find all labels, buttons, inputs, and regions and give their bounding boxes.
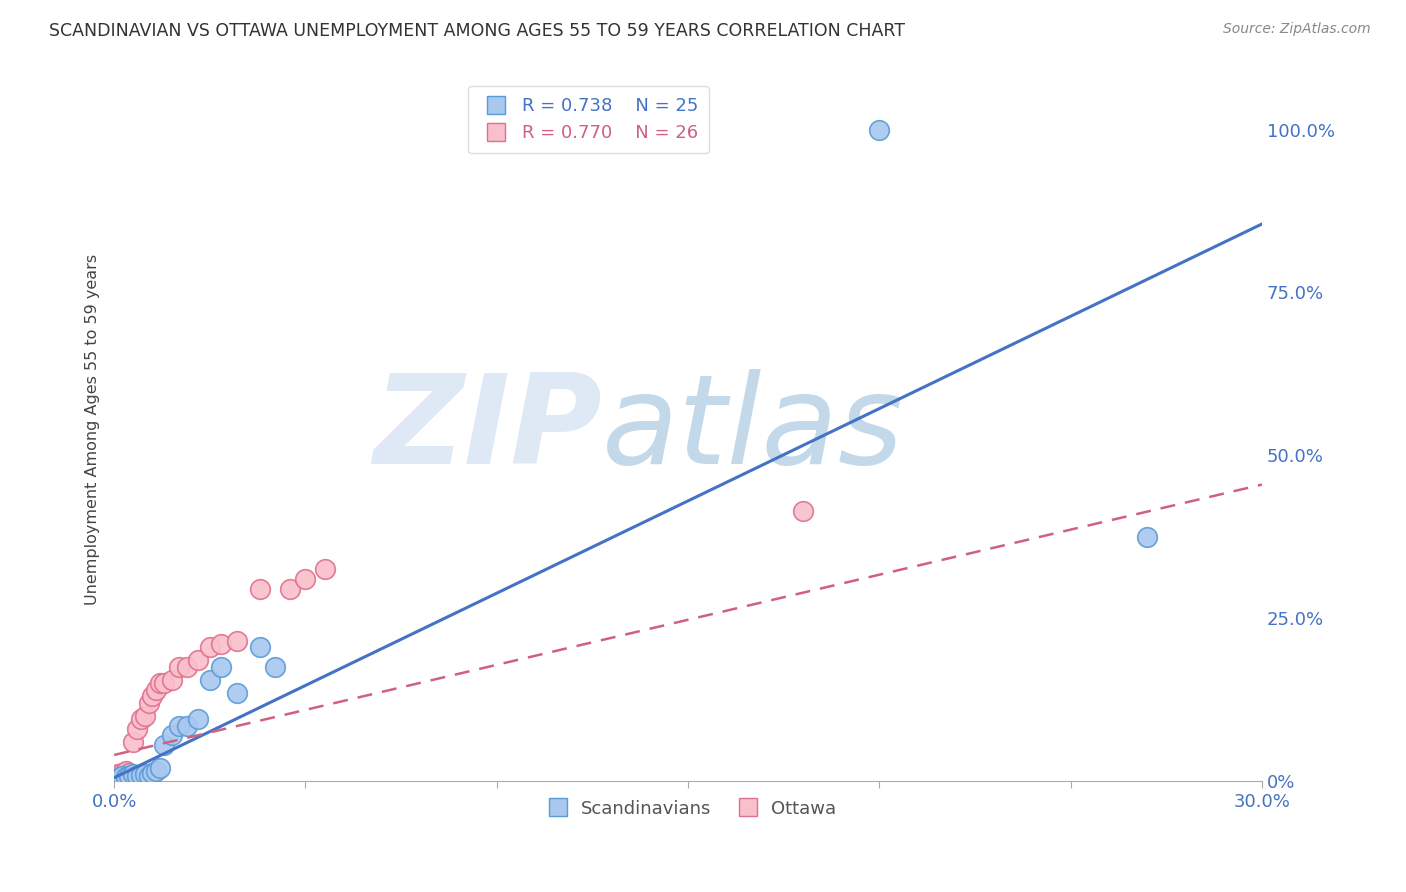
Point bbox=[122, 767, 145, 781]
Point bbox=[1136, 530, 1159, 544]
Point bbox=[107, 767, 129, 781]
Point bbox=[114, 764, 136, 779]
Legend: Scandinavians, Ottawa: Scandinavians, Ottawa bbox=[533, 792, 844, 825]
Point bbox=[600, 122, 623, 136]
Point bbox=[225, 634, 247, 648]
Point bbox=[225, 686, 247, 700]
Point bbox=[134, 709, 156, 723]
Point bbox=[868, 122, 890, 136]
Point bbox=[187, 653, 209, 667]
Point bbox=[160, 728, 183, 742]
Point bbox=[314, 562, 336, 576]
Point bbox=[107, 771, 129, 785]
Point bbox=[209, 637, 232, 651]
Point bbox=[792, 503, 814, 517]
Point bbox=[160, 673, 183, 687]
Point bbox=[127, 769, 149, 783]
Point bbox=[111, 766, 134, 780]
Point bbox=[209, 660, 232, 674]
Point bbox=[141, 690, 163, 704]
Point bbox=[278, 582, 301, 596]
Point bbox=[118, 766, 141, 780]
Point bbox=[134, 767, 156, 781]
Point bbox=[153, 738, 176, 752]
Point bbox=[138, 769, 160, 783]
Point bbox=[122, 735, 145, 749]
Point bbox=[141, 766, 163, 780]
Text: ZIP: ZIP bbox=[373, 368, 602, 490]
Point bbox=[129, 768, 152, 782]
Point bbox=[127, 722, 149, 736]
Point bbox=[129, 712, 152, 726]
Point bbox=[149, 761, 172, 775]
Point bbox=[176, 718, 198, 732]
Point bbox=[263, 660, 285, 674]
Point bbox=[111, 769, 134, 783]
Point bbox=[176, 660, 198, 674]
Text: atlas: atlas bbox=[602, 368, 904, 490]
Y-axis label: Unemployment Among Ages 55 to 59 years: Unemployment Among Ages 55 to 59 years bbox=[86, 253, 100, 605]
Point bbox=[167, 660, 190, 674]
Point bbox=[153, 676, 176, 690]
Point bbox=[149, 676, 172, 690]
Point bbox=[249, 582, 271, 596]
Point bbox=[118, 769, 141, 783]
Point bbox=[198, 673, 221, 687]
Point bbox=[187, 712, 209, 726]
Point bbox=[138, 696, 160, 710]
Point bbox=[114, 770, 136, 784]
Text: Source: ZipAtlas.com: Source: ZipAtlas.com bbox=[1223, 22, 1371, 37]
Point bbox=[198, 640, 221, 655]
Point bbox=[145, 764, 167, 779]
Point bbox=[167, 718, 190, 732]
Point bbox=[249, 640, 271, 655]
Point bbox=[294, 572, 316, 586]
Point bbox=[145, 682, 167, 697]
Text: SCANDINAVIAN VS OTTAWA UNEMPLOYMENT AMONG AGES 55 TO 59 YEARS CORRELATION CHART: SCANDINAVIAN VS OTTAWA UNEMPLOYMENT AMON… bbox=[49, 22, 905, 40]
